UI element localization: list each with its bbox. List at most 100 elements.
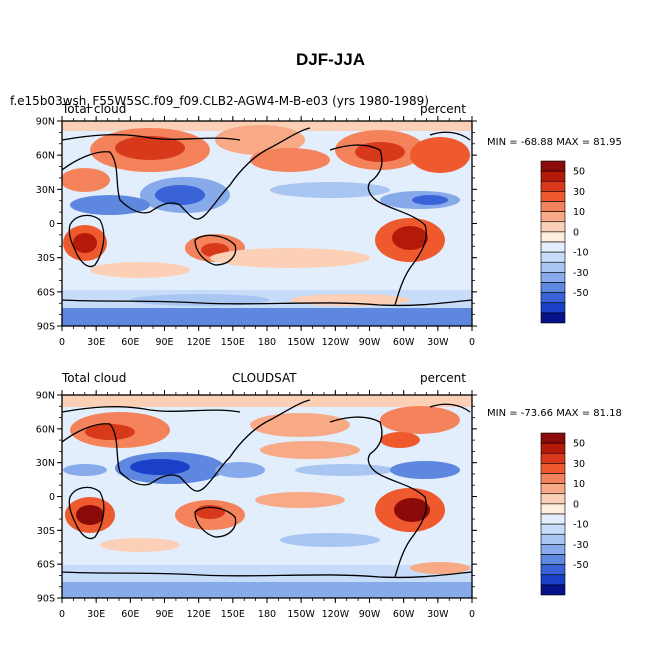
panel2-colorbar-box xyxy=(540,513,566,525)
panel2-colorbar-box xyxy=(540,554,566,565)
panel2-xtick-label: 90W xyxy=(359,609,381,620)
panel2-map xyxy=(62,395,472,598)
panel1-coastlines xyxy=(62,127,472,307)
panel2-colorbar-label: 30 xyxy=(573,459,585,470)
panel2-colorbar-box xyxy=(540,473,566,484)
panel1-colorbar-label: 0 xyxy=(573,227,579,238)
panel1-colorbar-box xyxy=(540,211,566,223)
panel1-colorbar-box xyxy=(540,231,566,243)
panel1-colorbar-box xyxy=(540,251,566,263)
panel1-colorbar-box xyxy=(540,261,566,273)
panel1-xtick-label: 90W xyxy=(359,337,381,348)
panel2-ytick-label: 0 xyxy=(49,492,55,503)
panel2-colorbar-label: 0 xyxy=(573,499,579,510)
panel1-xtick-label: 90E xyxy=(155,337,173,348)
panel2-colorbar-label: 10 xyxy=(573,479,585,490)
panel1-xtick-label: 120E xyxy=(187,337,211,348)
panel2-xtick-label: 0 xyxy=(59,609,65,620)
panel1-xtick-label: 0 xyxy=(469,337,475,348)
panel1-colorbar-label: -10 xyxy=(573,248,589,259)
panel1-colorbar-box xyxy=(540,292,566,304)
panel1-colorbar-box xyxy=(540,180,566,192)
panel2-xtick-label: 60W xyxy=(393,609,415,620)
panel1-map xyxy=(62,121,472,326)
panel1-colorbar-label: 50 xyxy=(573,167,585,178)
panel2-xtick-label: 120W xyxy=(322,609,350,620)
panel2-colorbar-label: -50 xyxy=(573,560,589,571)
run-label: f.e15b03wsh_F55W5SC.f09_f09.CLB2-AGW4-M-… xyxy=(10,94,429,108)
panel2-xtick-label: 150W xyxy=(287,609,315,620)
panel1-xtick-label: 180 xyxy=(258,337,276,348)
panel1-title-right: percent xyxy=(420,102,466,116)
panel1-colorbar-box xyxy=(540,241,566,253)
panel2-ytick-label: 60N xyxy=(36,424,55,435)
panel1-xtick-label: 60E xyxy=(121,337,139,348)
panel1-axes: 0 30E 60E 90E 120E 150E 180 150W 120W 90W 60W 30W 09… xyxy=(36,116,477,348)
panel1-colorbar-box xyxy=(540,221,566,233)
panel2-xtick-label: 30E xyxy=(87,609,105,620)
panel1-ytick-label: 30N xyxy=(36,185,55,196)
panel2-colorbar-box xyxy=(540,463,566,474)
panel2-colorbar-box xyxy=(540,483,566,495)
panel1-ytick-label: 60N xyxy=(36,151,55,162)
panel2-xtick-label: 60E xyxy=(121,609,139,620)
panel2-coastlines xyxy=(62,399,472,579)
panel1-colorbar-label: -30 xyxy=(573,268,589,279)
panel1-ytick-label: 30S xyxy=(37,253,55,264)
panel1-colorbar-label: 30 xyxy=(573,187,585,198)
page-title: DJF-JJA xyxy=(296,50,365,69)
panel2-ytick-label: 30S xyxy=(37,526,55,537)
panel2-colorbar-box xyxy=(540,432,566,444)
panel1-colorbar-box xyxy=(540,160,566,172)
panel1-colorbar-box xyxy=(540,201,566,212)
panel1-xtick-label: 60W xyxy=(393,337,415,348)
panel1-ytick-label: 60S xyxy=(37,287,55,298)
panel2-colorbar-label: 50 xyxy=(573,439,585,450)
panel2-title-left: Total cloud xyxy=(62,371,127,385)
panel2-colorbar: 50 30 10 0 -10 -30 -50 xyxy=(540,432,589,596)
panel2-colorbar-label: -10 xyxy=(573,520,589,531)
panel1-xtick-label: 150E xyxy=(221,337,245,348)
panel1-xtick-label: 120W xyxy=(322,337,350,348)
panel2-colorbar-box xyxy=(540,452,566,464)
panel1-xtick-label: 30E xyxy=(87,337,105,348)
panel1-title-left: Total cloud xyxy=(62,102,127,116)
panel1-xtick-label: 150W xyxy=(287,337,315,348)
panel1-colorbar-box xyxy=(540,170,566,182)
panel2-ytick-label: 60S xyxy=(37,560,55,571)
panel2-colorbar-box xyxy=(540,533,566,545)
panel1-stats: MIN = -68.88 MAX = 81.95 xyxy=(487,137,622,148)
panel2-axes: 0 30E 60E 90E 120E 150E 180 150W 120W 90W 60W 30W 09… xyxy=(36,390,477,620)
panel2-xtick-label: 150E xyxy=(221,609,245,620)
panel2-ytick-label: 30N xyxy=(36,458,55,469)
panel2-colorbar-box xyxy=(540,493,566,505)
panel2-colorbar-label: -30 xyxy=(573,540,589,551)
panel1-ytick-label: 90S xyxy=(37,322,55,333)
panel2-ytick-label: 90N xyxy=(36,391,55,402)
panel2-ytick-label: 90S xyxy=(37,594,55,605)
panel1-ytick-label: 0 xyxy=(49,219,55,230)
panel2-colorbar-box xyxy=(540,544,566,555)
panel1-colorbar: 50 30 10 0 -10 -30 -50 xyxy=(540,160,589,324)
panel2-xtick-label: 180 xyxy=(258,609,276,620)
panel1-colorbar-box xyxy=(540,191,566,202)
panel1-colorbar-box xyxy=(540,282,566,293)
panel1-colorbar-label: -50 xyxy=(573,288,589,299)
panel2-xtick-label: 0 xyxy=(469,609,475,620)
panel1-xtick-label: 0 xyxy=(59,337,65,348)
panel2-xtick-label: 120E xyxy=(187,609,211,620)
panel1-colorbar-box xyxy=(540,272,566,283)
panel2-colorbar-box xyxy=(540,503,566,515)
panel2-colorbar-box xyxy=(540,442,566,454)
panel2-colorbar-box xyxy=(540,523,566,535)
panel2-colorbar-box xyxy=(540,574,566,586)
panel2-colorbar-box xyxy=(540,564,566,576)
panel1-colorbar-label: 10 xyxy=(573,207,585,218)
panel1-colorbar-box xyxy=(540,312,566,324)
panel1-colorbar-box xyxy=(540,302,566,314)
panel2-xtick-label: 90E xyxy=(155,609,173,620)
panel2-title-right: percent xyxy=(420,371,466,385)
panel2-xtick-label: 30W xyxy=(427,609,449,620)
panel2-colorbar-box xyxy=(540,584,566,596)
